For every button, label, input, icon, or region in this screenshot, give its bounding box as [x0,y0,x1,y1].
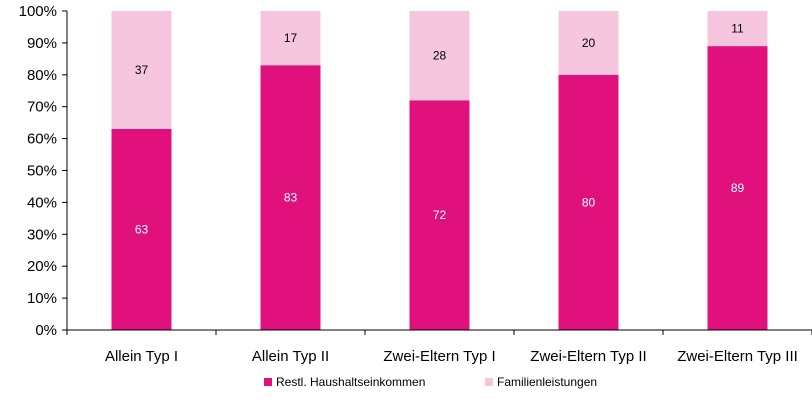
x-tick-label-5: Zwei-Eltern Typ III [677,348,798,365]
data-label-restl-haushaltseinkommen-2: 83 [284,191,298,205]
data-label-familienleistungen-1: 37 [135,63,149,77]
data-label-restl-haushaltseinkommen-4: 80 [582,195,596,209]
bar-familienleistungen-2 [260,11,321,66]
x-tick-label-3: Zwei-Eltern Typ I [383,348,495,365]
x-tick-label-2: Allein Typ II [252,348,329,365]
legend-label-restl-haushaltseinkommen: Restl. Haushaltseinkommen [276,375,425,389]
y-tick-label-4: 40% [27,194,57,211]
y-tick-label-1: 10% [27,290,57,307]
y-tick-label-9: 90% [27,35,57,52]
data-label-familienleistungen-4: 20 [582,36,596,50]
y-tick-label-5: 50% [27,163,57,180]
y-tick-label-7: 70% [27,99,57,116]
bar-familienleistungen-1 [111,11,172,129]
y-tick-label-2: 20% [27,258,57,275]
y-tick-label-3: 30% [27,226,57,243]
data-label-restl-haushaltseinkommen-1: 63 [135,223,149,237]
legend-label-familienleistungen: Familienleistungen [497,375,597,389]
bar-restl-haushaltseinkommen-3 [409,100,470,330]
data-labels-group: 63 37 83 17 72 28 80 20 89 11 [135,22,745,237]
x-tick-label-4: Zwei-Eltern Typ II [530,348,646,365]
bar-familienleistungen-5 [707,11,768,47]
data-label-familienleistungen-5: 11 [731,22,744,36]
bar-restl-haushaltseinkommen-4 [558,74,619,330]
data-label-restl-haushaltseinkommen-3: 72 [433,208,447,222]
x-tick-label-1: Allein Typ I [105,348,178,365]
data-label-restl-haushaltseinkommen-5: 89 [731,181,745,195]
legend: Restl. Haushaltseinkommen Familienleistun… [264,375,597,389]
y-tick-label-10: 100% [19,3,57,20]
data-label-familienleistungen-2: 17 [284,31,298,45]
y-tick-label-6: 60% [27,131,57,148]
bars-group [111,11,768,330]
bar-familienleistungen-4 [558,11,619,75]
bar-restl-haushaltseinkommen-5 [707,46,768,330]
legend-swatch-familienleistungen [485,378,493,386]
data-label-familienleistungen-3: 28 [433,49,447,63]
y-tick-label-0: 0% [35,322,57,339]
y-tick-label-8: 80% [27,67,57,84]
axes-group: Allein Typ I Allein Typ II Zwei-Eltern Typ… [19,3,812,365]
bar-restl-haushaltseinkommen-1 [111,129,172,330]
bar-restl-haushaltseinkommen-2 [260,65,321,330]
bar-familienleistungen-3 [409,11,470,101]
legend-swatch-restl-haushaltseinkommen [264,378,272,386]
